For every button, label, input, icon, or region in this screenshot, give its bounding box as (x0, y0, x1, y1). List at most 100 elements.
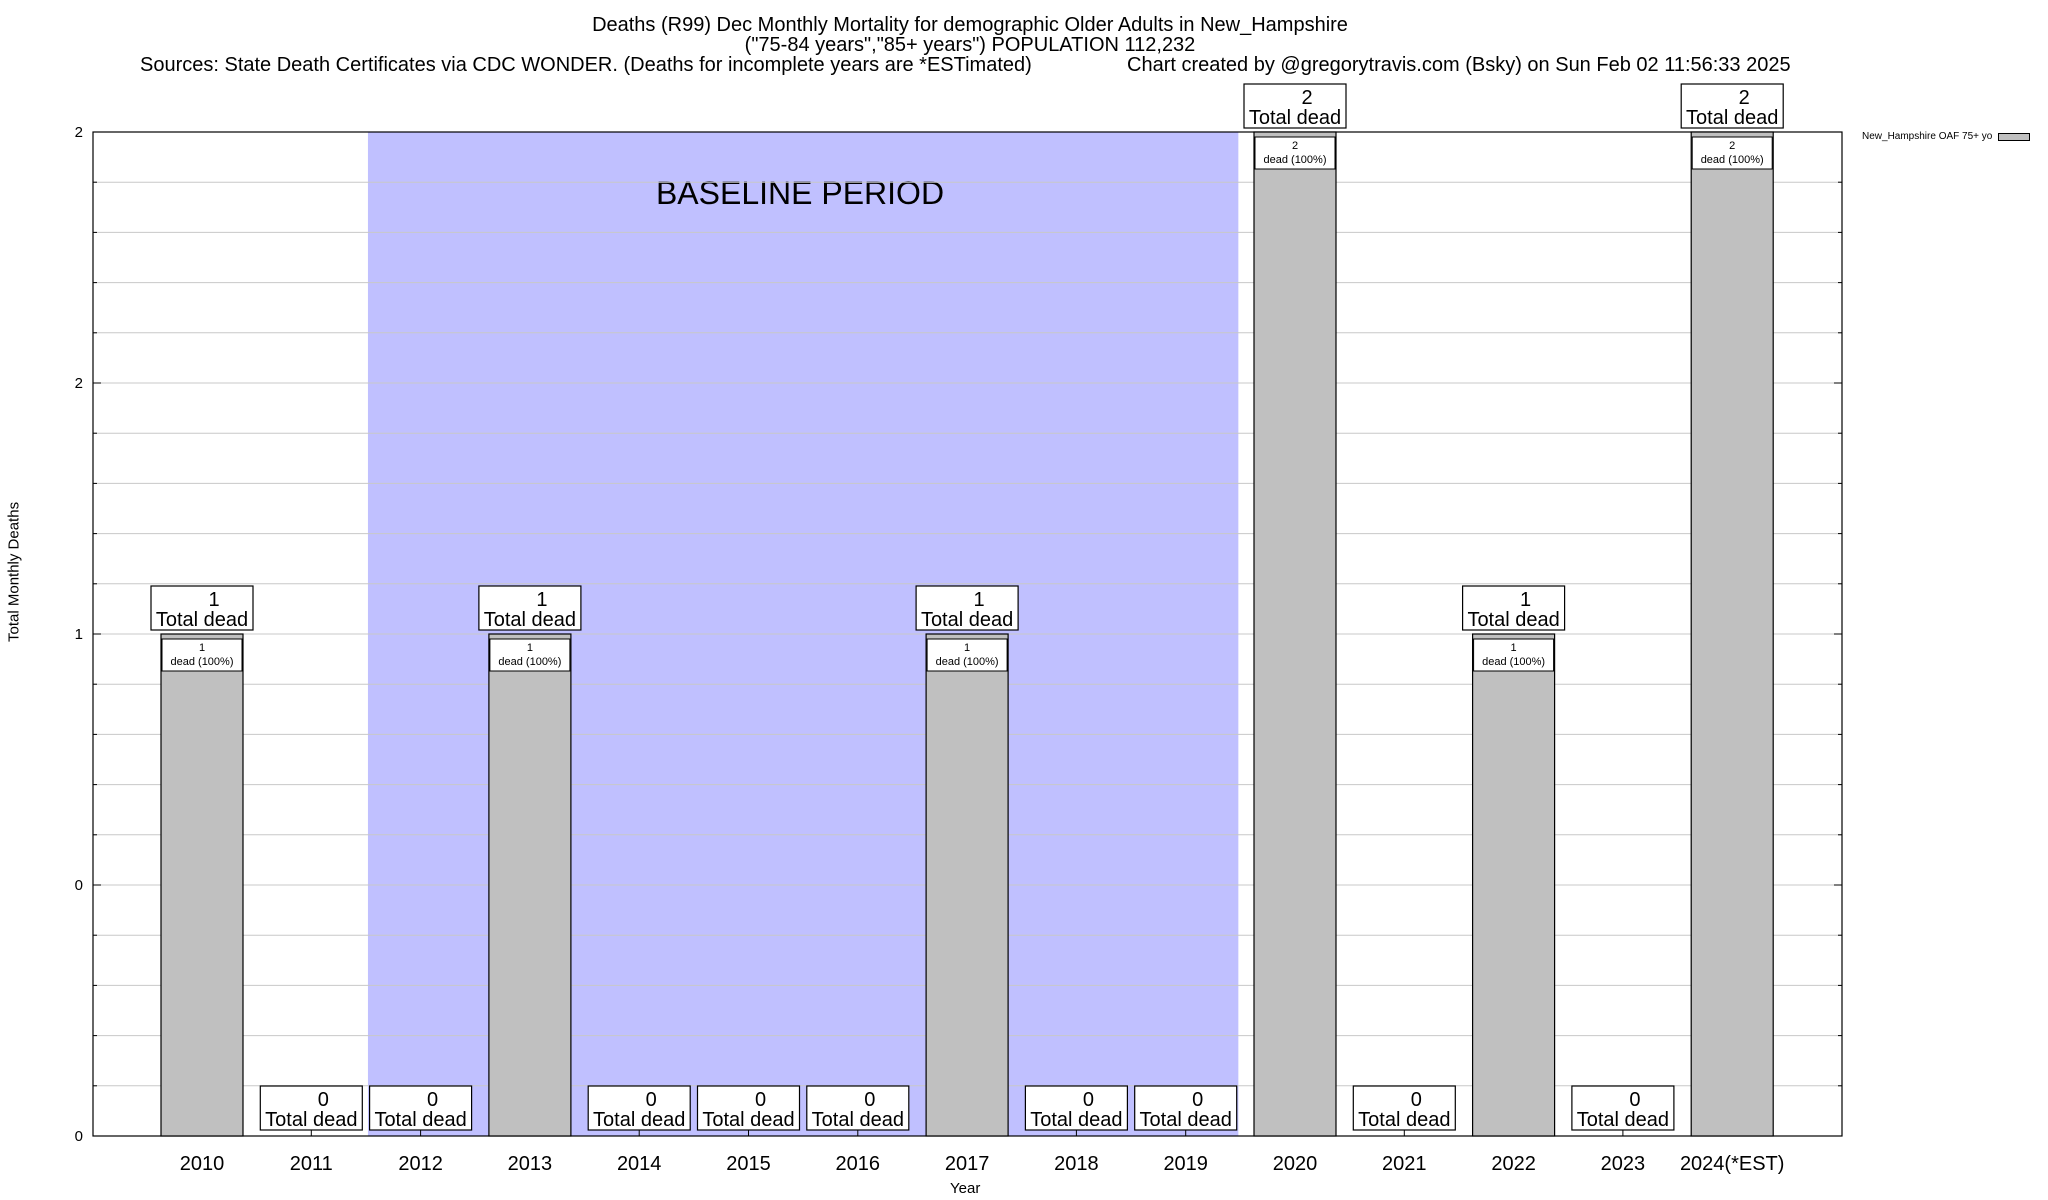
total-label-text: Total dead (1358, 1109, 1450, 1131)
legend: New_Hampshire OAF 75+ yo (1862, 131, 2031, 142)
total-label-box (1461, 585, 1566, 631)
total-label-box (1352, 1085, 1456, 1131)
segment-label-box (489, 638, 571, 672)
chart-title: Deaths (R99) Dec Monthly Mortality for d… (592, 14, 1348, 36)
chart-sources: Sources: State Death Certificates via CD… (140, 54, 1032, 76)
total-label-value: 0 (1192, 1089, 1203, 1111)
segment-label-value: 1 (964, 642, 970, 654)
total-label-text: Total dead (702, 1109, 794, 1131)
total-label-box (915, 585, 1019, 631)
segment-label-text: dead (100%) (498, 656, 561, 668)
total-label-text: Total dead (484, 609, 576, 631)
total-label-value: 0 (318, 1089, 329, 1111)
x-tick-label: 2020 (1273, 1153, 1318, 1175)
segment-label-box (1473, 638, 1555, 672)
segment-label-text: dead (100%) (1482, 656, 1545, 668)
total-label-value: 0 (427, 1089, 438, 1111)
segment-label-box (1254, 136, 1336, 170)
segment-label-value: 1 (527, 642, 533, 654)
total-label-box (1024, 1085, 1129, 1131)
y-tick-label: 2 (75, 375, 83, 392)
total-label-value: 1 (1520, 589, 1531, 611)
total-label-text: Total dead (374, 1109, 466, 1131)
segment-label-text: dead (100%) (936, 656, 999, 668)
bar (1253, 131, 1337, 1137)
total-label-value: 0 (1411, 1089, 1422, 1111)
total-label-value: 0 (864, 1089, 875, 1111)
total-label-text: Total dead (1249, 107, 1341, 129)
baseline-label: BASELINE PERIOD (656, 175, 944, 211)
total-label-value: 0 (1629, 1089, 1640, 1111)
x-tick-label: 2017 (945, 1153, 990, 1175)
x-tick-label: 2013 (508, 1153, 553, 1175)
segment-label-text: dead (100%) (171, 656, 234, 668)
total-label-text: Total dead (1140, 1109, 1232, 1131)
segment-label-value: 2 (1729, 140, 1735, 152)
x-tick-label: 2024(*EST) (1680, 1153, 1785, 1175)
bar (925, 633, 1009, 1137)
x-tick-label: 2010 (180, 1153, 225, 1175)
x-tick-label: 2022 (1491, 1153, 1536, 1175)
y-tick-label: 1 (75, 626, 83, 643)
x-tick-label: 2011 (290, 1153, 333, 1175)
y-tick-label: 0 (75, 1128, 83, 1145)
x-tick-label: 2019 (1163, 1153, 1208, 1175)
y-tick-label: 2 (75, 124, 83, 141)
total-label-value: 1 (974, 589, 985, 611)
total-label-value: 0 (646, 1089, 657, 1111)
x-tick-label: 2012 (398, 1153, 443, 1175)
total-label-text: Total dead (812, 1109, 904, 1131)
segment-label-box (161, 638, 243, 672)
total-label-box (478, 585, 582, 631)
segment-label-value: 2 (1292, 140, 1298, 152)
segment-label-text: dead (100%) (1264, 154, 1327, 166)
segment-label-box (926, 638, 1008, 672)
x-tick-label: 2014 (617, 1153, 662, 1175)
total-label-box (1571, 1085, 1675, 1131)
total-label-box (150, 585, 254, 631)
total-label-box (1243, 83, 1347, 129)
total-label-value: 0 (1083, 1089, 1094, 1111)
x-tick-label: 2018 (1054, 1153, 1099, 1175)
bar (160, 633, 244, 1137)
y-tick-label: 0 (75, 877, 83, 894)
total-label-text: Total dead (921, 609, 1013, 631)
segment-label-value: 1 (1511, 642, 1517, 654)
total-label-box (587, 1085, 691, 1131)
x-tick-label: 2015 (726, 1153, 771, 1175)
total-label-value: 2 (1739, 87, 1750, 109)
total-label-text: Total dead (1577, 1109, 1669, 1131)
segment-label-box (1691, 136, 1773, 170)
segment-label-value: 1 (199, 642, 205, 654)
total-label-value: 1 (536, 589, 547, 611)
x-tick-label: 2023 (1601, 1153, 1646, 1175)
total-label-value: 0 (755, 1089, 766, 1111)
total-label-box (696, 1085, 801, 1131)
x-axis-label: Year (950, 1180, 981, 1197)
chart-subtitle: ("75-84 years","85+ years") POPULATION 1… (744, 34, 1196, 56)
bar (1690, 131, 1774, 1137)
legend-label: New_Hampshire OAF 75+ yo (1862, 131, 1993, 142)
bar (1471, 633, 1556, 1137)
total-label-box (259, 1085, 363, 1131)
x-tick-label: 2016 (836, 1153, 881, 1175)
total-label-text: Total dead (265, 1109, 357, 1131)
total-label-text: Total dead (156, 609, 248, 631)
total-label-box (1134, 1085, 1238, 1131)
total-label-text: Total dead (593, 1109, 685, 1131)
segment-label-text: dead (100%) (1701, 154, 1764, 166)
total-label-text: Total dead (1467, 609, 1559, 631)
legend-swatch (1998, 132, 2031, 141)
x-tick-label: 2021 (1382, 1153, 1427, 1175)
total-label-value: 2 (1301, 87, 1312, 109)
total-label-box (806, 1085, 910, 1131)
total-label-text: Total dead (1030, 1109, 1122, 1131)
total-label-box (1680, 83, 1784, 129)
total-label-box (369, 1085, 473, 1131)
bar (488, 633, 572, 1137)
chart-credit: Chart created by @gregorytravis.com (Bsk… (1127, 54, 1791, 76)
total-label-text: Total dead (1686, 107, 1778, 129)
total-label-value: 1 (208, 589, 219, 611)
